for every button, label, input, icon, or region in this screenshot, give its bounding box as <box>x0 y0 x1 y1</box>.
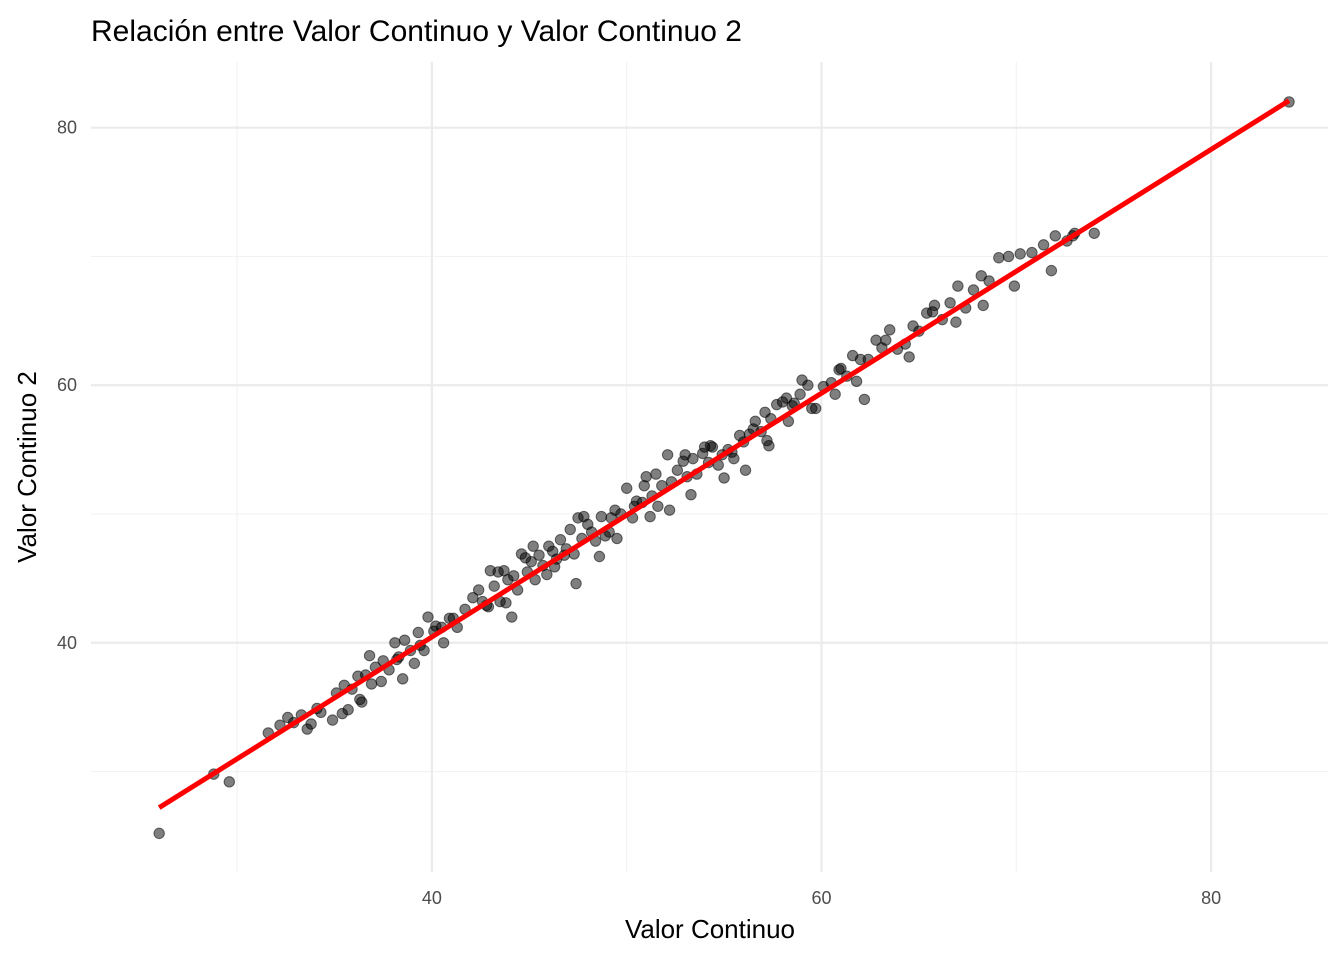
data-point <box>305 718 317 730</box>
data-point <box>527 540 539 552</box>
data-point <box>739 464 752 476</box>
data-point <box>422 611 434 623</box>
data-point <box>467 592 479 604</box>
data-point <box>1008 280 1021 292</box>
data-point <box>796 374 808 386</box>
data-point <box>650 468 662 480</box>
x-axis-title: Valor Continuo <box>625 914 795 944</box>
trend-line-layer <box>157 98 1291 810</box>
data-point <box>533 549 545 561</box>
data-point <box>492 566 504 578</box>
data-point <box>1045 264 1058 277</box>
data-point <box>153 827 165 840</box>
data-point <box>661 449 674 461</box>
x-tick-label: 40 <box>422 888 442 908</box>
data-point <box>638 479 650 492</box>
data-point <box>858 393 871 406</box>
data-point <box>806 402 818 415</box>
y-tick-label: 40 <box>57 633 77 653</box>
data-point <box>621 482 633 494</box>
data-point <box>541 568 553 581</box>
data-point <box>977 299 989 312</box>
data-point <box>506 611 518 623</box>
data-point <box>993 252 1005 264</box>
data-point <box>223 776 236 788</box>
data-point <box>698 441 711 453</box>
data-point <box>570 577 582 590</box>
data-point <box>508 570 520 582</box>
data-point <box>880 334 892 346</box>
data-point <box>396 673 409 685</box>
data-point <box>1049 230 1061 242</box>
x-tick-labels: 40 60 80 <box>422 888 1221 908</box>
data-point <box>903 351 915 363</box>
data-point <box>363 649 376 662</box>
data-point <box>611 532 623 545</box>
data-point <box>663 504 676 516</box>
data-point <box>926 306 939 318</box>
data-point <box>718 472 730 484</box>
data-point <box>671 464 684 476</box>
data-point <box>850 375 863 388</box>
data-point <box>375 675 387 688</box>
data-point <box>437 637 450 649</box>
x-tick-label: 60 <box>811 888 831 908</box>
data-point <box>365 678 378 690</box>
data-point <box>398 634 411 646</box>
chart-title: Relación entre Valor Continuo y Valor Co… <box>91 15 742 48</box>
data-point <box>1088 227 1100 239</box>
data-point <box>564 523 576 536</box>
data-points <box>153 96 1295 840</box>
data-point <box>829 388 841 400</box>
data-point <box>336 707 348 720</box>
data-point <box>794 388 806 400</box>
data-point <box>679 449 691 461</box>
data-point <box>1014 248 1026 260</box>
regression-line <box>157 98 1291 810</box>
data-point <box>488 580 500 592</box>
y-tick-label: 80 <box>57 118 77 138</box>
data-point <box>1037 239 1050 251</box>
data-point <box>389 637 401 649</box>
data-point <box>780 392 793 404</box>
data-point <box>354 693 366 706</box>
data-point <box>412 626 424 639</box>
data-point <box>944 297 956 309</box>
y-axis-title: Valor Continuo 2 <box>12 371 42 563</box>
data-point <box>883 324 896 336</box>
data-point <box>1026 246 1038 259</box>
major-gridlines <box>91 62 1328 872</box>
data-point <box>652 500 664 512</box>
data-point <box>593 550 606 563</box>
data-point <box>967 284 980 296</box>
data-point <box>595 510 608 523</box>
data-point <box>578 510 590 523</box>
data-point <box>519 552 532 564</box>
data-point <box>685 488 697 501</box>
data-point <box>644 510 656 523</box>
data-point <box>554 534 567 546</box>
data-point <box>975 270 987 282</box>
data-point <box>1002 250 1015 263</box>
data-point <box>326 714 339 726</box>
minor-gridlines <box>91 62 1328 872</box>
y-tick-label: 60 <box>57 375 77 395</box>
data-point <box>952 280 964 292</box>
x-tick-label: 80 <box>1201 888 1221 908</box>
data-point <box>761 434 773 447</box>
data-point <box>472 584 485 596</box>
y-tick-labels: 40 60 80 <box>57 118 77 653</box>
data-point <box>408 657 421 670</box>
data-point <box>835 362 847 375</box>
data-point <box>950 316 962 328</box>
data-point <box>500 597 512 609</box>
